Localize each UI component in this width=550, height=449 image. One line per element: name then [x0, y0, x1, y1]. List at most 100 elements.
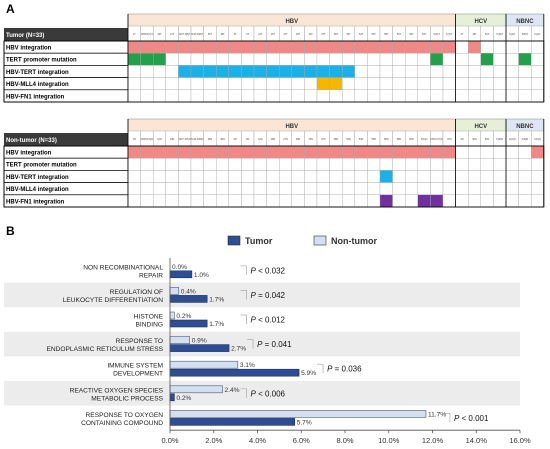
tumor-empty-cell [417, 89, 431, 103]
significance-bracket [240, 265, 247, 275]
nontumor-empty-cell [392, 194, 406, 208]
nontumor-empty-cell [152, 182, 166, 196]
nontumor-empty-cell [493, 170, 507, 183]
tumor-sample-id: K(A)T [509, 33, 516, 36]
tumor-sample-id: 51T [485, 33, 490, 36]
tumor-empty-cell [430, 89, 444, 103]
nontumor-empty-cell [127, 170, 141, 183]
tumor-empty-cell [178, 53, 192, 66]
nontumor-empty-cell [316, 170, 330, 183]
nontumor-empty-cell [468, 194, 482, 208]
tumor-empty-cell [354, 65, 368, 78]
nontumor-filled-cell [329, 145, 343, 159]
nontumor-empty-cell [379, 182, 393, 196]
p-value: P < 0.032 [251, 266, 286, 275]
tumor-empty-cell [505, 53, 519, 66]
tumor-empty-cell [140, 89, 154, 103]
nontumor-sample-id: 4N [460, 138, 463, 141]
nontumor-empty-cell [203, 157, 217, 171]
category-label: LEUKOCYTE DIFFERENTIATION [63, 297, 163, 304]
p-value-text: = 0.036 [332, 365, 362, 374]
nontumor-empty-cell [291, 170, 305, 183]
p-symbol: P [251, 266, 257, 275]
nontumor-sample-id: 37N [447, 138, 452, 141]
nontumor-empty-cell [531, 194, 545, 208]
data-label-tumor: 1.7% [209, 321, 224, 328]
tumor-empty-cell [493, 89, 507, 103]
tumor-filled-cell [392, 40, 406, 54]
nontumor-empty-cell [455, 157, 469, 171]
significance-bracket [443, 413, 451, 423]
panel-a-letter: A [6, 2, 15, 16]
nontumor-empty-cell [215, 194, 229, 208]
tumor-sample-id: K(K)T [434, 33, 441, 36]
nontumor-empty-cell [279, 194, 293, 208]
nontumor-empty-cell [430, 157, 444, 171]
x-tick-label: 12.0% [422, 436, 444, 445]
nontumor-empty-cell [304, 170, 318, 183]
tumor-empty-cell [329, 89, 343, 103]
tumor-empty-cell [480, 89, 494, 103]
nontumor-sample-id: 1N [133, 138, 136, 141]
tumor-empty-cell [531, 65, 545, 78]
tumor-empty-cell [241, 89, 255, 103]
tumor-empty-cell [329, 53, 343, 66]
nontumor-empty-cell [468, 145, 482, 159]
tumor-empty-cell [405, 77, 419, 90]
tumor-sample-id: 10T [157, 33, 162, 36]
nontumor-empty-cell [241, 182, 255, 196]
data-label-tumor: 0.2% [176, 395, 191, 402]
tumor-empty-cell [152, 89, 166, 103]
tumor-empty-cell [518, 89, 532, 103]
nontumor-empty-cell [518, 157, 532, 171]
p-value: P = 0.041 [257, 340, 292, 349]
nontumor-empty-cell [442, 194, 456, 208]
tumor-row-label: HBV integration [6, 46, 52, 52]
nontumor-empty-cell [291, 182, 305, 196]
nontumor-empty-cell [392, 182, 406, 196]
nontumor-sample-id: N/64 K(T)N [431, 138, 443, 141]
tumor-empty-cell [228, 53, 242, 66]
nontumor-filled-cell [379, 170, 393, 183]
p-value: P < 0.012 [251, 316, 286, 325]
tumor-filled-cell [279, 40, 293, 54]
p-symbol: P [251, 316, 257, 325]
nontumor-empty-cell [367, 170, 381, 183]
bar-tumor [169, 344, 230, 352]
tumor-sample-id: N/27 J(H)T [179, 33, 191, 36]
nontumor-filled-cell [253, 145, 267, 159]
panel-b-letter: B [6, 224, 15, 238]
tumor-empty-cell [342, 89, 356, 103]
tumor-row-label: HBV-FN1 integration [6, 94, 65, 100]
tumor-filled-cell [329, 77, 343, 90]
nontumor-filled-cell [367, 145, 381, 159]
tumor-group-label: HCV [474, 19, 487, 25]
tumor-filled-cell [430, 40, 444, 54]
tumor-filled-cell [417, 40, 431, 54]
nontumor-empty-cell [329, 157, 343, 171]
x-tick-label: 2.0% [205, 436, 222, 445]
nontumor-empty-cell [266, 182, 280, 196]
x-tick-label: 16.0% [509, 436, 531, 445]
tumor-title-bg [4, 28, 128, 41]
tumor-empty-cell [442, 53, 456, 66]
p-value-text: < 0.001 [459, 414, 489, 423]
nontumor-empty-cell [266, 170, 280, 183]
nontumor-empty-cell [165, 157, 179, 171]
tumor-empty-cell [291, 53, 305, 66]
tumor-empty-cell [493, 40, 507, 54]
legend-label-tumor: Tumor [245, 236, 273, 246]
nontumor-row-label: HBV-FN1 integration [6, 199, 65, 205]
tumor-sample-id: K(Y)T [446, 33, 453, 36]
x-tick-label: 10.0% [378, 436, 400, 445]
tumor-sample-id: 40T [472, 33, 477, 36]
tumor-empty-cell [367, 65, 381, 78]
nontumor-empty-cell [354, 182, 368, 196]
nontumor-empty-cell [455, 170, 469, 183]
tumor-empty-cell [442, 77, 456, 90]
nontumor-sample-id: N/27 J(H)N [179, 138, 191, 141]
data-label-nontumor: 0.4% [181, 288, 196, 295]
nontumor-empty-cell [354, 157, 368, 171]
nontumor-empty-cell [468, 157, 482, 171]
